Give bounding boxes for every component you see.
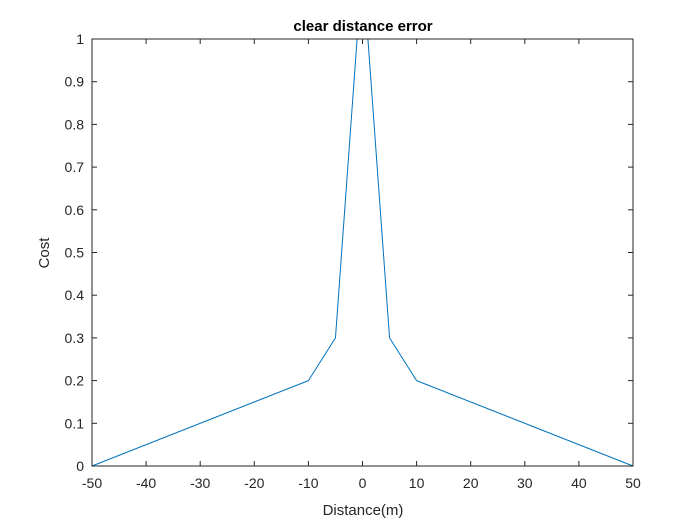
chart-title: clear distance error xyxy=(293,18,432,35)
y-axis-label: Cost xyxy=(36,237,53,269)
y-tick-label: 0.2 xyxy=(65,373,85,389)
x-tick-label: 50 xyxy=(625,475,641,491)
y-tick-label: 0.8 xyxy=(65,116,85,132)
x-tick-label: 20 xyxy=(463,475,479,491)
y-tick-label: 0.9 xyxy=(65,74,85,90)
x-tick-label: 10 xyxy=(409,475,425,491)
x-tick-label: 40 xyxy=(571,475,587,491)
y-tick-label: 0.3 xyxy=(65,330,85,346)
y-tick-label: 0.4 xyxy=(65,287,85,303)
x-tick-label: -20 xyxy=(244,475,264,491)
x-tick-label: -10 xyxy=(298,475,318,491)
y-tick-label: 1 xyxy=(76,31,84,47)
y-tick-label: 0.7 xyxy=(65,159,85,175)
x-tick-label: 30 xyxy=(517,475,533,491)
y-tick-label: 0.5 xyxy=(65,245,85,261)
x-tick-label: -30 xyxy=(190,475,210,491)
x-tick-label: 0 xyxy=(359,475,367,491)
x-tick-label: -40 xyxy=(136,475,156,491)
x-tick-label: -50 xyxy=(82,475,102,491)
y-tick-label: 0.6 xyxy=(65,202,85,218)
y-tick-label: 0 xyxy=(76,458,84,474)
plot-area xyxy=(92,39,633,466)
x-axis-label: Distance(m) xyxy=(323,502,404,519)
y-tick-label: 0.1 xyxy=(65,415,85,431)
